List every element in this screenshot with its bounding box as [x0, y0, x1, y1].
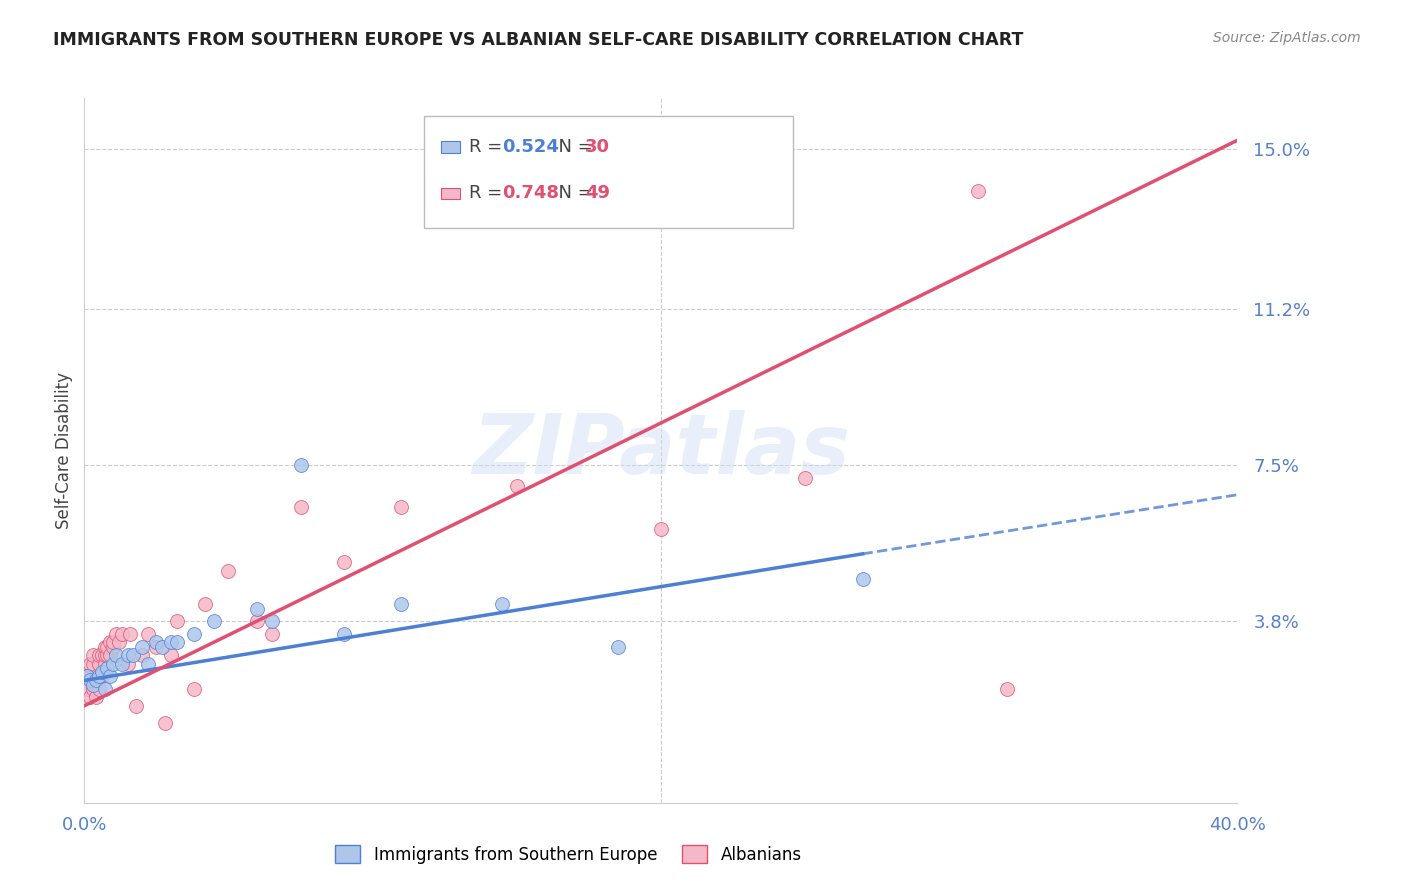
Point: [136, 657, 159, 671]
Point: [93, 681, 115, 696]
Point: [995, 681, 1018, 696]
Text: 30: 30: [585, 138, 610, 156]
Point: [87, 648, 110, 662]
Point: [84, 690, 107, 705]
Point: [852, 572, 875, 586]
Point: [93, 657, 115, 671]
Point: [117, 657, 139, 671]
Point: [108, 635, 131, 649]
Point: [150, 640, 173, 654]
Point: [160, 648, 183, 662]
Point: [131, 648, 153, 662]
Point: [105, 627, 128, 641]
Point: [105, 648, 128, 662]
Point: [218, 564, 240, 578]
Y-axis label: Self-Care Disability: Self-Care Disability: [55, 372, 73, 529]
Legend: Immigrants from Southern Europe, Albanians: Immigrants from Southern Europe, Albania…: [328, 838, 810, 872]
Text: R =: R =: [470, 185, 509, 202]
Point: [87, 681, 110, 696]
Point: [93, 640, 115, 654]
Point: [333, 555, 356, 569]
Point: [967, 184, 990, 198]
Text: 49: 49: [585, 185, 610, 202]
Point: [103, 635, 124, 649]
Text: R =: R =: [470, 138, 509, 156]
Point: [246, 615, 269, 629]
Point: [125, 698, 148, 713]
Point: [290, 458, 312, 473]
Point: [183, 681, 205, 696]
Point: [82, 657, 104, 671]
Point: [122, 648, 145, 662]
Point: [506, 479, 529, 493]
Point: [82, 678, 104, 692]
Point: [202, 615, 225, 629]
Point: [84, 669, 107, 683]
Point: [82, 648, 104, 662]
Point: [96, 640, 118, 654]
Text: Source: ZipAtlas.com: Source: ZipAtlas.com: [1213, 31, 1361, 45]
Point: [136, 627, 159, 641]
Text: 0.748: 0.748: [502, 185, 558, 202]
Point: [79, 673, 101, 688]
Point: [98, 648, 121, 662]
Point: [79, 669, 101, 683]
Point: [166, 615, 188, 629]
Text: N =: N =: [547, 185, 599, 202]
Point: [98, 669, 121, 683]
Point: [183, 627, 205, 641]
Point: [84, 673, 107, 688]
Point: [76, 669, 98, 683]
Point: [290, 500, 312, 515]
Point: [794, 471, 817, 485]
Point: [87, 657, 110, 671]
Point: [391, 598, 413, 612]
Point: [131, 640, 153, 654]
Point: [145, 635, 167, 649]
Point: [260, 627, 283, 641]
Point: [96, 661, 118, 675]
Point: [98, 635, 121, 649]
Point: [160, 635, 183, 649]
Text: ZIPatlas: ZIPatlas: [472, 410, 849, 491]
Point: [491, 598, 513, 612]
Point: [153, 715, 176, 730]
Point: [96, 648, 118, 662]
Point: [333, 627, 356, 641]
Text: 0.524: 0.524: [502, 138, 558, 156]
Point: [103, 657, 124, 671]
Point: [82, 681, 104, 696]
Point: [246, 601, 269, 615]
Point: [194, 598, 217, 612]
Point: [90, 665, 112, 679]
Point: [606, 640, 628, 654]
Text: IMMIGRANTS FROM SOUTHERN EUROPE VS ALBANIAN SELF-CARE DISABILITY CORRELATION CHA: IMMIGRANTS FROM SOUTHERN EUROPE VS ALBAN…: [53, 31, 1024, 49]
Point: [103, 640, 124, 654]
Point: [87, 669, 110, 683]
Point: [260, 615, 283, 629]
Point: [76, 669, 98, 683]
Point: [76, 681, 98, 696]
Text: N =: N =: [547, 138, 599, 156]
Point: [166, 635, 188, 649]
Point: [117, 648, 139, 662]
Point: [145, 640, 167, 654]
Point: [93, 648, 115, 662]
Point: [90, 669, 112, 683]
Point: [79, 690, 101, 705]
Point: [111, 657, 134, 671]
Point: [650, 522, 672, 536]
Point: [391, 500, 413, 515]
Point: [90, 648, 112, 662]
Point: [79, 657, 101, 671]
Point: [120, 627, 142, 641]
Point: [111, 627, 134, 641]
